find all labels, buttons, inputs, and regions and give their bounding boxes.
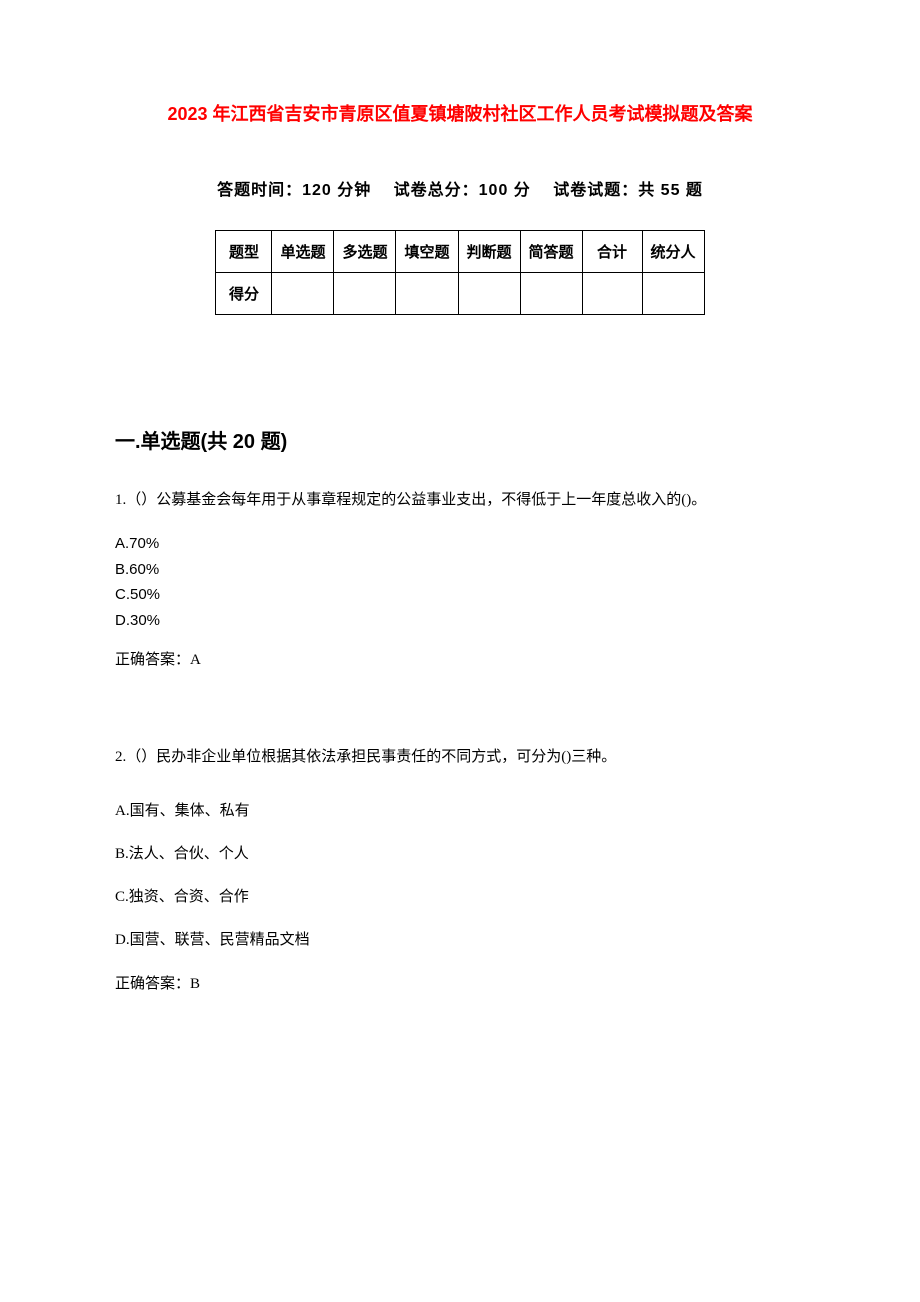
question-options: A.国有、集体、私有 B.法人、合伙、个人 C.独资、合资、合作 D.国营、联营… <box>115 799 805 949</box>
option-item: D.30% <box>115 608 805 634</box>
option-item: B.法人、合伙、个人 <box>115 842 805 863</box>
exam-info-line: 答题时间：120 分钟 试卷总分：100 分 试卷试题：共 55 题 <box>115 176 805 200</box>
table-row-label: 得分 <box>216 273 272 315</box>
table-score-row: 得分 <box>216 273 704 315</box>
table-empty-cell <box>272 273 334 315</box>
table-header-cell: 简答题 <box>520 231 582 273</box>
table-empty-cell <box>642 273 704 315</box>
option-item: C.50% <box>115 582 805 608</box>
score-table: 题型 单选题 多选题 填空题 判断题 简答题 合计 统分人 得分 <box>215 230 704 315</box>
table-header-row: 题型 单选题 多选题 填空题 判断题 简答题 合计 统分人 <box>216 231 704 273</box>
question-block: 2.（）民办非企业单位根据其依法承担民事责任的不同方式，可分为()三种。 A.国… <box>115 744 805 998</box>
question-block: 1.（）公募基金会每年用于从事章程规定的公益事业支出，不得低于上一年度总收入的(… <box>115 484 805 674</box>
answer-line: 正确答案：A <box>115 647 805 674</box>
question-stem: 2.（）民办非企业单位根据其依法承担民事责任的不同方式，可分为()三种。 <box>115 744 805 771</box>
option-item: A.70% <box>115 531 805 557</box>
table-header-cell: 题型 <box>216 231 272 273</box>
option-item: B.60% <box>115 557 805 583</box>
table-header-cell: 填空题 <box>396 231 458 273</box>
section-heading: 一.单选题(共 20 题) <box>115 425 805 454</box>
option-item: A.国有、集体、私有 <box>115 799 805 820</box>
table-empty-cell <box>520 273 582 315</box>
table-header-cell: 判断题 <box>458 231 520 273</box>
table-header-cell: 多选题 <box>334 231 396 273</box>
table-empty-cell <box>582 273 642 315</box>
answer-line: 正确答案：B <box>115 971 805 998</box>
table-header-cell: 统分人 <box>642 231 704 273</box>
table-header-cell: 合计 <box>582 231 642 273</box>
table-empty-cell <box>396 273 458 315</box>
option-item: D.国营、联营、民营精品文档 <box>115 928 805 949</box>
question-stem: 1.（）公募基金会每年用于从事章程规定的公益事业支出，不得低于上一年度总收入的(… <box>115 484 805 517</box>
table-header-cell: 单选题 <box>272 231 334 273</box>
option-item: C.独资、合资、合作 <box>115 885 805 906</box>
table-empty-cell <box>334 273 396 315</box>
question-options: A.70% B.60% C.50% D.30% <box>115 531 805 633</box>
table-empty-cell <box>458 273 520 315</box>
document-title: 2023 年江西省吉安市青原区值夏镇塘陂村社区工作人员考试模拟题及答案 <box>115 100 805 126</box>
